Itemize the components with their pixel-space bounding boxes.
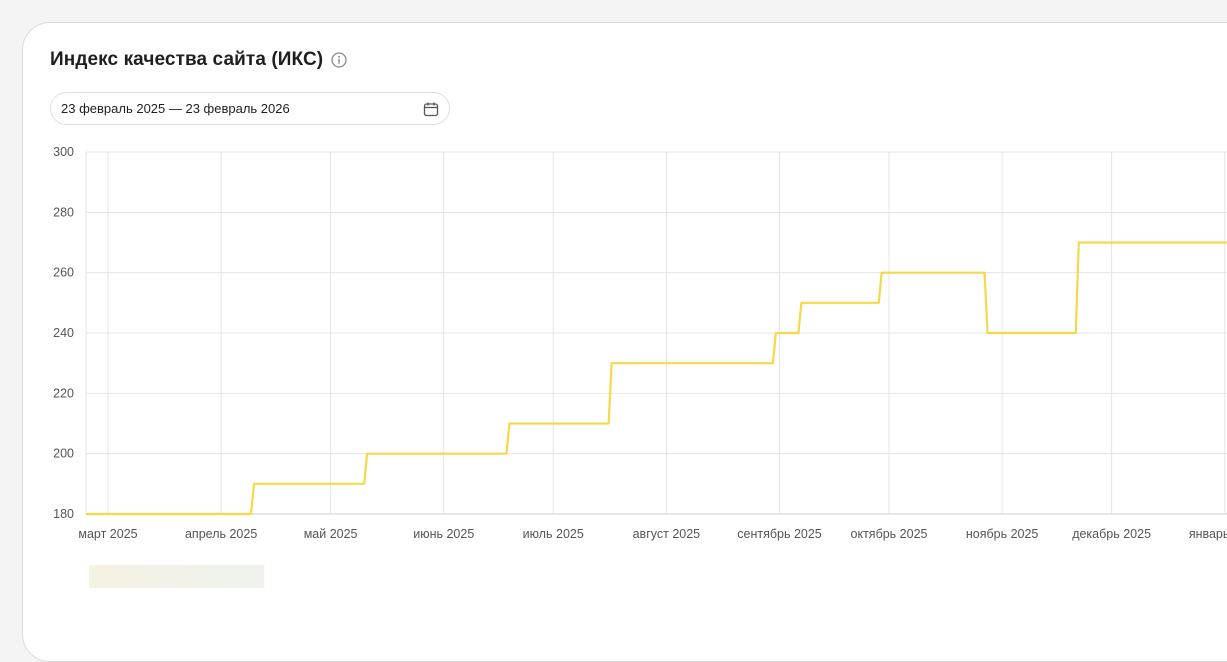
legend-placeholder <box>89 565 264 588</box>
date-range-value: 23 февраль 2025 — 23 февраль 2026 <box>61 101 290 116</box>
y-tick-label: 200 <box>53 447 74 461</box>
title-row: Индекс качества сайта (ИКС) <box>50 49 347 71</box>
y-tick-label: 180 <box>53 507 74 521</box>
x-tick-label: сентябрь 2025 <box>737 527 822 541</box>
info-icon[interactable] <box>331 52 347 68</box>
x-tick-label: март 2025 <box>78 527 137 541</box>
x-tick-label: декабрь 2025 <box>1072 527 1151 541</box>
y-tick-label: 260 <box>53 266 74 280</box>
x-tick-label: июнь 2025 <box>413 527 474 541</box>
x-tick-label: ноябрь 2025 <box>966 527 1039 541</box>
iks-series-line[interactable] <box>85 241 1227 516</box>
y-tick-label: 240 <box>53 326 74 340</box>
iks-card: Индекс качества сайта (ИКС) 23 февраль 2… <box>22 22 1227 662</box>
x-tick-label: июль 2025 <box>523 527 584 541</box>
y-axis-labels: 180 200 220 240 260 280 300 <box>53 145 74 521</box>
x-axis-labels: март 2025 апрель 2025 май 2025 июнь 2025 июл… <box>78 527 1227 541</box>
date-range-picker[interactable]: 23 февраль 2025 — 23 февраль 2026 <box>50 92 450 125</box>
y-tick-label: 280 <box>53 205 74 219</box>
iks-line-chart: 180 200 220 240 260 280 300 март 2025 апрель 20… <box>53 145 1227 541</box>
x-tick-label: январь 2026 <box>1189 527 1227 541</box>
y-tick-label: 300 <box>53 145 74 159</box>
x-tick-label: май 2025 <box>304 527 358 541</box>
series-layer <box>85 241 1227 516</box>
calendar-icon[interactable] <box>423 101 439 117</box>
x-tick-label: октябрь 2025 <box>851 527 928 541</box>
x-tick-label: август 2025 <box>633 527 701 541</box>
page-title: Индекс качества сайта (ИКС) <box>50 49 324 70</box>
x-tick-label: апрель 2025 <box>185 527 257 541</box>
y-tick-label: 220 <box>53 386 74 400</box>
